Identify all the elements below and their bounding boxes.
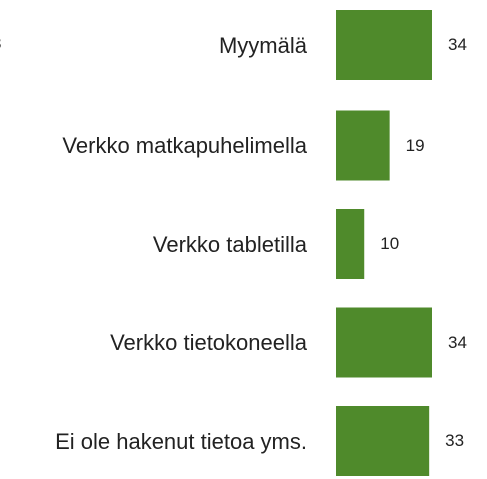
category-text: Verkko tabletilla xyxy=(152,231,307,257)
bar xyxy=(336,10,432,80)
value-label: 10 xyxy=(380,234,400,253)
value-label: 34 xyxy=(448,332,467,352)
category-label: Verkko tabletilla xyxy=(7,209,307,279)
category-text: Verkko matkapuhelimella xyxy=(62,133,307,158)
category-label: Ei ole hakenut tietoa yms. xyxy=(7,406,307,476)
bar xyxy=(336,110,390,181)
category-label: Verkko matkapuhelimella xyxy=(7,111,307,181)
bar xyxy=(336,307,432,378)
category-text: Verkko tietokoneella xyxy=(110,330,307,355)
category-label: Myymälä xyxy=(7,10,307,80)
category-text: Myymälä xyxy=(218,32,307,58)
value-label: 33 xyxy=(445,431,465,450)
category-text: Ei ole hakenut tietoa yms. xyxy=(55,428,307,454)
annotation: 3 xyxy=(0,34,1,54)
category-label: Verkko tietokoneella xyxy=(7,308,307,378)
value-label: 19 xyxy=(405,135,425,155)
bar xyxy=(336,209,365,279)
bar xyxy=(336,406,430,476)
value-label: 34 xyxy=(448,35,467,54)
